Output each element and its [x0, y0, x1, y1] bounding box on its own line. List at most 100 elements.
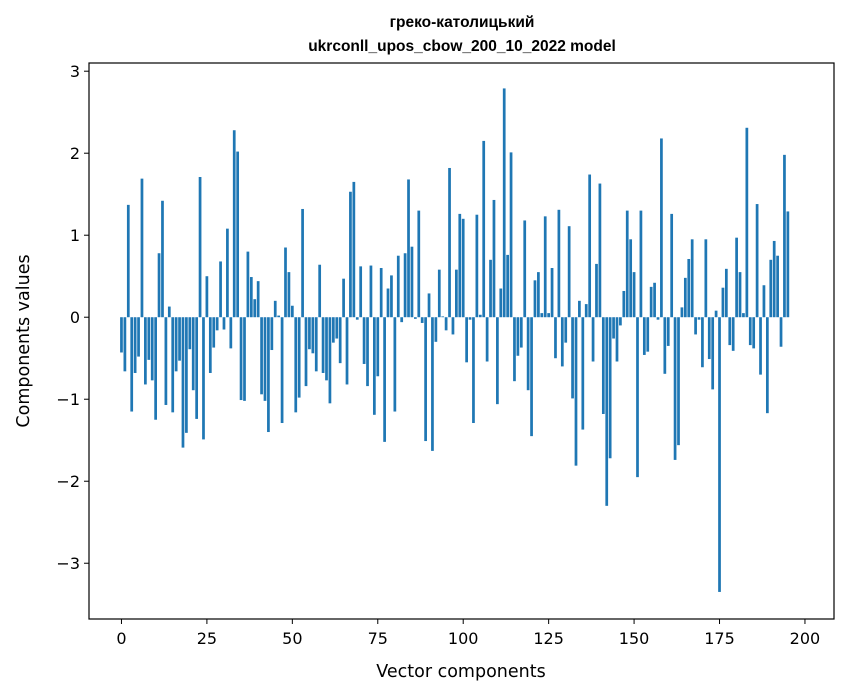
bar — [239, 317, 243, 401]
bar — [366, 317, 369, 387]
bar — [496, 317, 499, 405]
chart-title: греко-католицький — [390, 14, 535, 31]
bar — [256, 281, 260, 318]
bar — [762, 285, 766, 318]
bars-group — [120, 88, 790, 592]
bar — [246, 251, 250, 318]
bar — [400, 317, 404, 323]
bar — [321, 317, 325, 373]
bar — [673, 317, 677, 460]
bar — [277, 315, 281, 318]
bar — [150, 317, 154, 381]
bar — [516, 317, 520, 356]
bar — [328, 317, 332, 404]
bar — [154, 317, 157, 420]
bar — [249, 277, 253, 318]
bar — [759, 317, 762, 375]
bar — [420, 317, 424, 323]
bar — [601, 317, 605, 414]
bar — [123, 317, 127, 372]
bar — [376, 317, 380, 377]
bar — [455, 269, 458, 318]
bar — [735, 237, 738, 318]
bar — [543, 216, 547, 318]
bar — [458, 213, 462, 318]
bar — [540, 313, 544, 318]
bar — [198, 176, 202, 318]
bar — [424, 317, 427, 442]
bar — [318, 264, 322, 318]
bar — [704, 239, 708, 318]
bar — [185, 317, 188, 433]
bar — [748, 317, 752, 346]
bar — [273, 300, 277, 318]
bar — [369, 265, 373, 318]
bar — [444, 317, 448, 331]
bar — [660, 138, 663, 318]
bar — [738, 272, 742, 318]
bar — [728, 317, 732, 346]
y-tick-label: 3 — [70, 62, 80, 81]
bar — [567, 226, 571, 318]
bar — [215, 317, 219, 331]
y-tick-label: −2 — [56, 472, 80, 491]
bar — [537, 272, 540, 318]
bar — [608, 317, 612, 459]
bar — [133, 317, 137, 373]
bar — [680, 307, 684, 318]
bar — [379, 268, 383, 318]
bar — [642, 317, 646, 355]
bar — [349, 191, 352, 318]
x-tick-label: 125 — [533, 629, 564, 648]
bar — [260, 317, 263, 395]
x-tick-label: 25 — [197, 629, 217, 648]
bar — [335, 317, 339, 339]
bar — [417, 210, 421, 318]
bar — [465, 317, 468, 363]
x-tick-label: 50 — [282, 629, 302, 648]
bar — [574, 317, 578, 466]
bar — [718, 317, 721, 592]
bar — [191, 317, 195, 391]
bar — [267, 317, 270, 433]
bar — [359, 266, 363, 318]
bar — [475, 214, 479, 318]
bar — [615, 317, 619, 362]
bar — [550, 268, 554, 318]
bar — [301, 208, 304, 318]
bar — [178, 317, 181, 361]
bar — [663, 317, 667, 374]
bar — [598, 183, 602, 318]
bar — [212, 317, 216, 348]
x-tick-label: 175 — [704, 629, 735, 648]
bar — [677, 317, 680, 446]
bar — [352, 181, 356, 318]
bar — [523, 220, 527, 318]
bar — [284, 247, 287, 318]
bar — [331, 317, 335, 343]
bar — [181, 317, 185, 448]
bar — [130, 317, 134, 412]
bar — [649, 286, 653, 318]
bar — [506, 254, 509, 318]
bar — [707, 317, 711, 360]
bar — [530, 317, 533, 437]
bar — [345, 317, 349, 385]
bar — [786, 211, 790, 318]
y-tick-label: 0 — [70, 308, 80, 327]
bar — [776, 255, 779, 318]
bar — [721, 287, 725, 318]
bar — [745, 127, 749, 318]
bar — [171, 317, 175, 413]
bar — [533, 280, 537, 318]
bar — [414, 317, 417, 319]
y-tick-label: 1 — [70, 226, 80, 245]
bar — [174, 317, 178, 372]
bar — [714, 310, 718, 318]
bar — [407, 179, 410, 318]
chart-subtitle: ukrconll_upos_cbow_200_10_2022 model — [308, 38, 616, 55]
bar — [731, 317, 735, 351]
bar — [386, 288, 390, 318]
bar — [701, 317, 704, 368]
bar — [783, 154, 786, 318]
